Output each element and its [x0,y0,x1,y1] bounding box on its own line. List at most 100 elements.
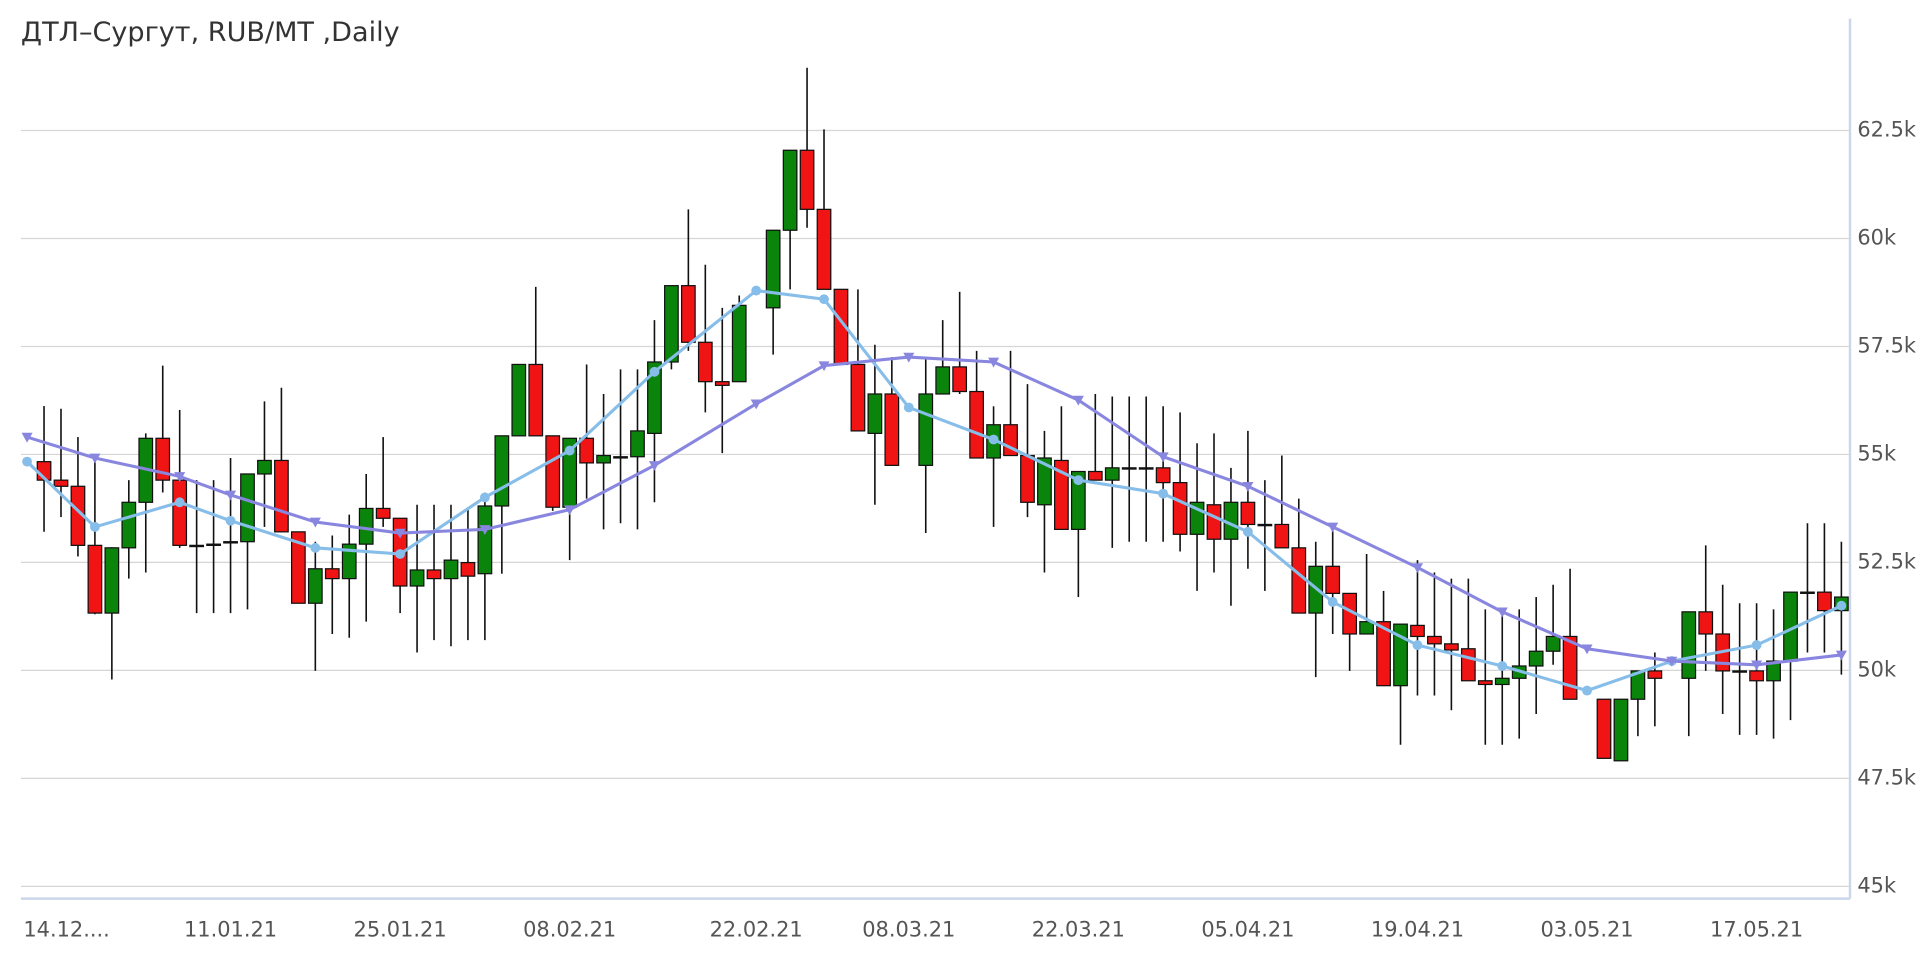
ma-marker [479,525,491,535]
candle-body [952,366,968,393]
candle-body [257,459,272,475]
ma-marker [89,521,100,532]
candle-body [1257,523,1273,527]
candle-body [1817,591,1832,612]
candle-body [884,393,900,466]
y-tick-label: 50k [1857,657,1897,681]
candle-body [935,366,951,395]
ma-marker [818,361,830,372]
candle-body [511,363,527,437]
y-tick-label: 45k [1857,873,1897,897]
candle-body [1444,643,1459,651]
candle-body [1121,467,1137,470]
candle-body [324,568,340,580]
candle-body [477,505,493,575]
candle-body [1732,670,1748,673]
ma-marker [225,515,236,526]
candle-body [307,568,323,604]
candle-body [1087,470,1103,481]
candle-body [1376,621,1391,687]
candle-body [1206,504,1222,540]
candle-body [1766,660,1781,682]
candle-body [782,149,798,231]
candle-body [1460,648,1476,682]
candle-body [1138,467,1154,470]
ma-marker [819,294,829,305]
candle-body [918,393,934,466]
candle-body [1800,591,1815,594]
candle-body [647,361,662,434]
ma-marker [22,456,33,467]
ma-line [26,355,1842,667]
candle-body [664,285,679,363]
candle-body [1274,523,1290,549]
y-tick-label: 60k [1857,225,1897,249]
ma-marker [564,505,576,516]
candle-body [1613,698,1629,762]
candle-body [1647,670,1663,679]
x-tick-label: 17.05.21 [1710,918,1803,942]
x-tick-label: 05.04.21 [1201,918,1294,942]
candle-body [731,304,747,383]
ma-marker [479,492,490,503]
candle-body [1291,547,1307,614]
candle-body [799,149,815,210]
candle-body [765,229,781,309]
candle-body [53,479,69,487]
x-tick-label: 08.02.21 [523,918,616,942]
candle-body [223,541,238,544]
candle-body [697,341,713,383]
x-tick-label: 03.05.21 [1540,918,1633,942]
candle-body [155,437,171,481]
ma-marker [750,399,762,410]
candle-body [1749,670,1764,682]
candle-body [87,544,103,614]
ma-marker [225,490,237,501]
x-tick-label: 22.02.21 [710,918,803,942]
chart-title: ДТЛ–Сургут, RUB/MT ,Daily [21,17,400,48]
candle-body [1562,635,1578,700]
ma-marker [649,366,660,377]
candle-body [104,547,120,614]
x-tick-label: 14.12.... [23,918,109,942]
ma-marker [1327,522,1339,533]
ma-marker [903,352,915,363]
ma-marker [1072,395,1084,406]
y-tick-label: 55k [1857,441,1897,465]
candle-body [1477,680,1493,686]
candle-body [1359,621,1374,635]
candle-body [290,531,306,604]
candle-body [426,569,442,580]
candle-body [613,456,628,459]
ma-marker [1581,644,1593,655]
candle-body [545,435,561,508]
y-tick-label: 47.5k [1857,765,1917,789]
candle-body [596,454,611,464]
ma-marker [21,432,33,443]
ma-marker [751,285,762,296]
candle-body [1020,454,1035,503]
ma-line [26,288,1843,693]
ma-marker [395,549,406,559]
candle-body [1240,501,1256,526]
y-tick-label: 57.5k [1857,333,1917,357]
candle-body [714,381,730,386]
candle-body [630,430,645,458]
x-tick-label: 19.04.21 [1371,918,1464,942]
candle-body [189,544,205,548]
candle-body [375,507,391,519]
candle-body [1494,677,1510,686]
candle-body [494,435,510,507]
ma-marker [1751,660,1763,671]
ma-marker [1157,452,1169,463]
ma-marker [1327,597,1338,607]
candle-body [1630,670,1646,700]
ma-marker [1496,607,1508,618]
candle-body [274,459,289,533]
x-tick-label: 08.03.21 [862,918,955,942]
ma-marker [1158,488,1169,499]
y-tick-label: 62.5k [1857,118,1917,142]
candle-body [528,363,544,437]
ma-marker [1751,640,1762,651]
candle-body [460,561,476,577]
